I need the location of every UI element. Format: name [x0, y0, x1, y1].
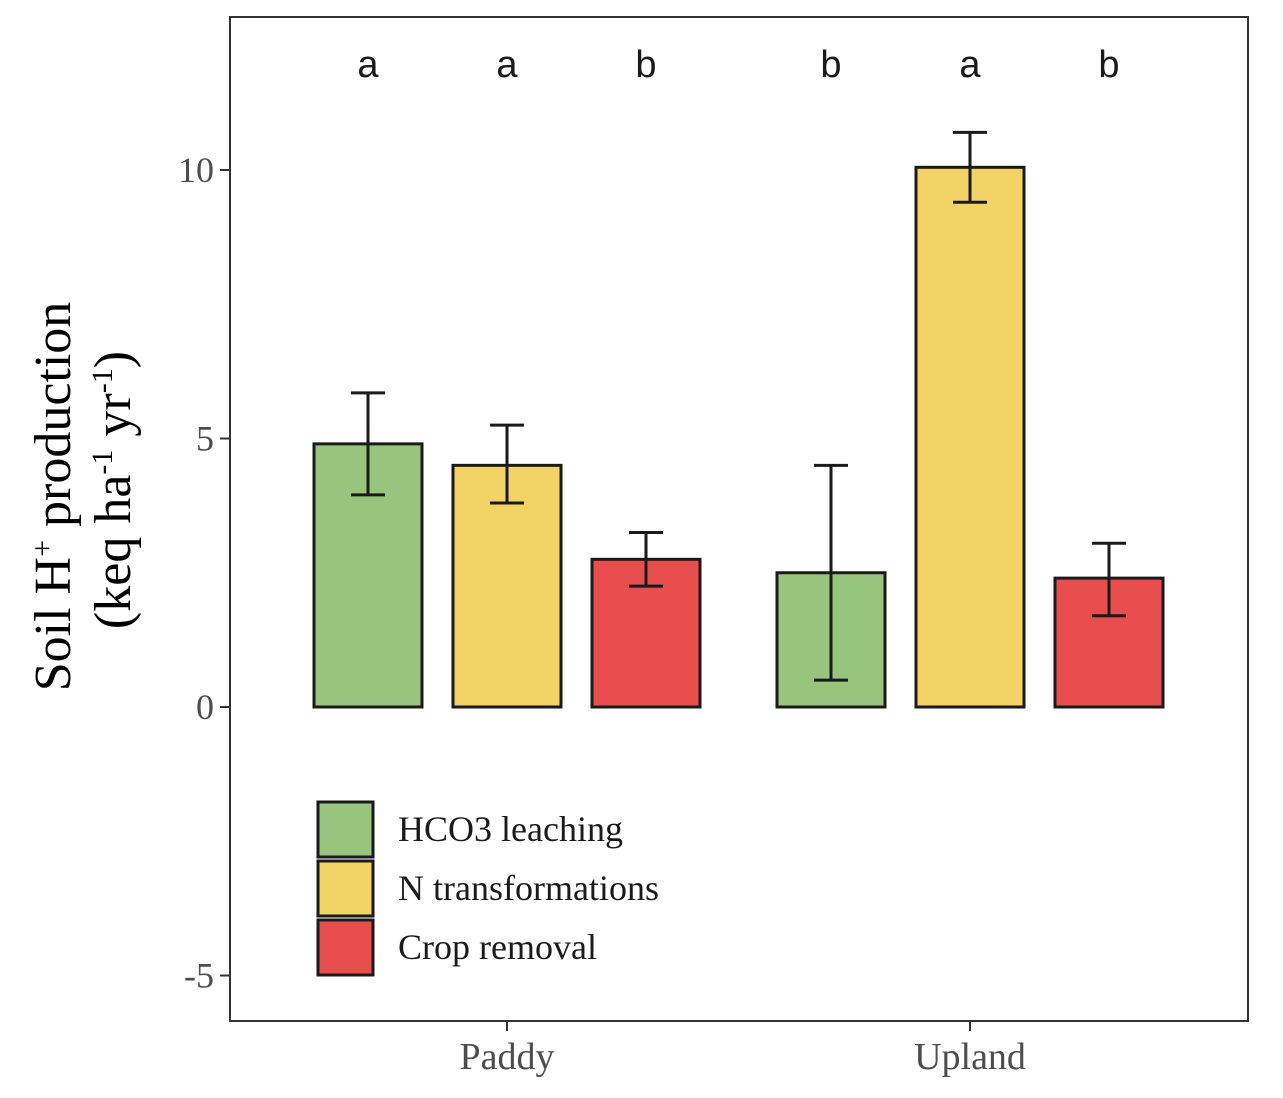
bar	[914, 165, 1026, 709]
error-bars	[351, 130, 1126, 682]
significance-letter: b	[635, 44, 656, 86]
y-tick-label: 0	[196, 687, 214, 727]
y-tick-label: -5	[184, 956, 214, 996]
y-axis-label-line1: Soil H+ production	[25, 302, 82, 692]
y-axis-label-line2: (keq ha-1 yr-1)	[85, 351, 142, 629]
legend: HCO3 leaching N transformations Crop remov…	[316, 800, 659, 977]
y-tick-label: 5	[196, 419, 214, 459]
significance-letter: a	[496, 44, 518, 86]
legend-swatch	[316, 800, 375, 859]
significance-letter: a	[959, 44, 981, 86]
y-axis-label: Soil H+ production (keq ha-1 yr-1)	[25, 289, 142, 692]
y-axis: -5 0 5 10	[178, 150, 230, 996]
legend-label: Crop removal	[398, 927, 597, 967]
x-tick-label: Paddy	[460, 1036, 555, 1078]
x-tick-label: Upland	[914, 1036, 1026, 1078]
significance-letters: a ba ab b	[357, 44, 1119, 86]
legend-label: HCO3 leaching	[398, 809, 623, 849]
legend-swatch	[316, 918, 375, 977]
legend-label: N transformations	[398, 868, 659, 908]
significance-letter: a	[357, 44, 379, 86]
y-tick-label: 10	[178, 150, 214, 190]
significance-letter: b	[820, 44, 841, 86]
x-axis: Paddy Upland	[460, 1021, 1026, 1078]
significance-letter: b	[1098, 44, 1119, 86]
legend-swatch	[316, 859, 375, 918]
